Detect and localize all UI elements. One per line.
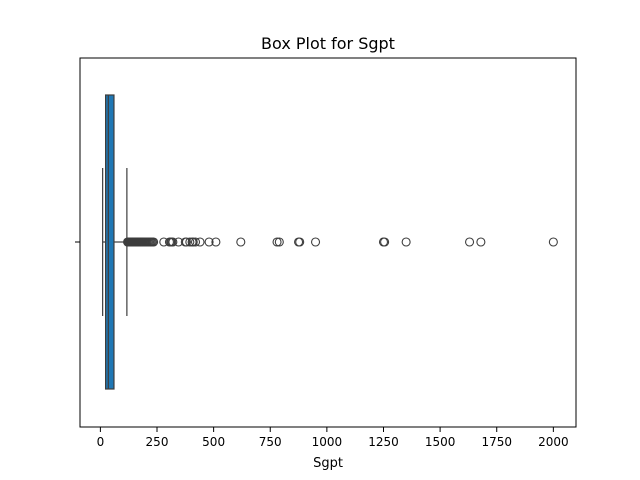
outlier-point (190, 237, 201, 247)
outlier-point (401, 237, 411, 247)
x-tick-label: 2000 (538, 435, 569, 449)
outlier-point (181, 237, 191, 247)
x-tick-label: 1750 (481, 435, 512, 449)
outlier-point (465, 237, 475, 247)
iqr-box (104, 94, 115, 390)
outlier-point (295, 237, 305, 247)
outlier-point (380, 237, 390, 247)
outlier-point (274, 237, 284, 247)
outlier-point (548, 237, 558, 247)
outlier-point (185, 237, 195, 247)
x-tick-label: 750 (259, 435, 282, 449)
outlier-point (149, 237, 159, 247)
outlier-point (168, 237, 178, 247)
outlier-points (123, 237, 558, 247)
x-tick-label: 0 (97, 435, 105, 449)
outlier-point (310, 237, 321, 247)
outlier-point (188, 237, 198, 247)
x-tick-label: 250 (146, 435, 169, 449)
x-axis-ticks: 0 250 500 750 1000 1250 1500 1750 2000 (97, 427, 569, 449)
x-axis-label: Sgpt (313, 456, 343, 471)
outlier-point (211, 237, 221, 247)
x-tick-label: 1250 (368, 435, 399, 449)
outlier-point (272, 237, 282, 247)
x-tick-label: 1500 (425, 435, 456, 449)
outlier-point (476, 237, 486, 247)
chart-title: Box Plot for Sgpt (261, 34, 395, 53)
outlier-point (204, 237, 214, 247)
outlier-point (195, 237, 205, 247)
x-tick-label: 1000 (312, 435, 343, 449)
outlier-point (236, 237, 246, 247)
x-tick-label: 500 (202, 435, 225, 449)
